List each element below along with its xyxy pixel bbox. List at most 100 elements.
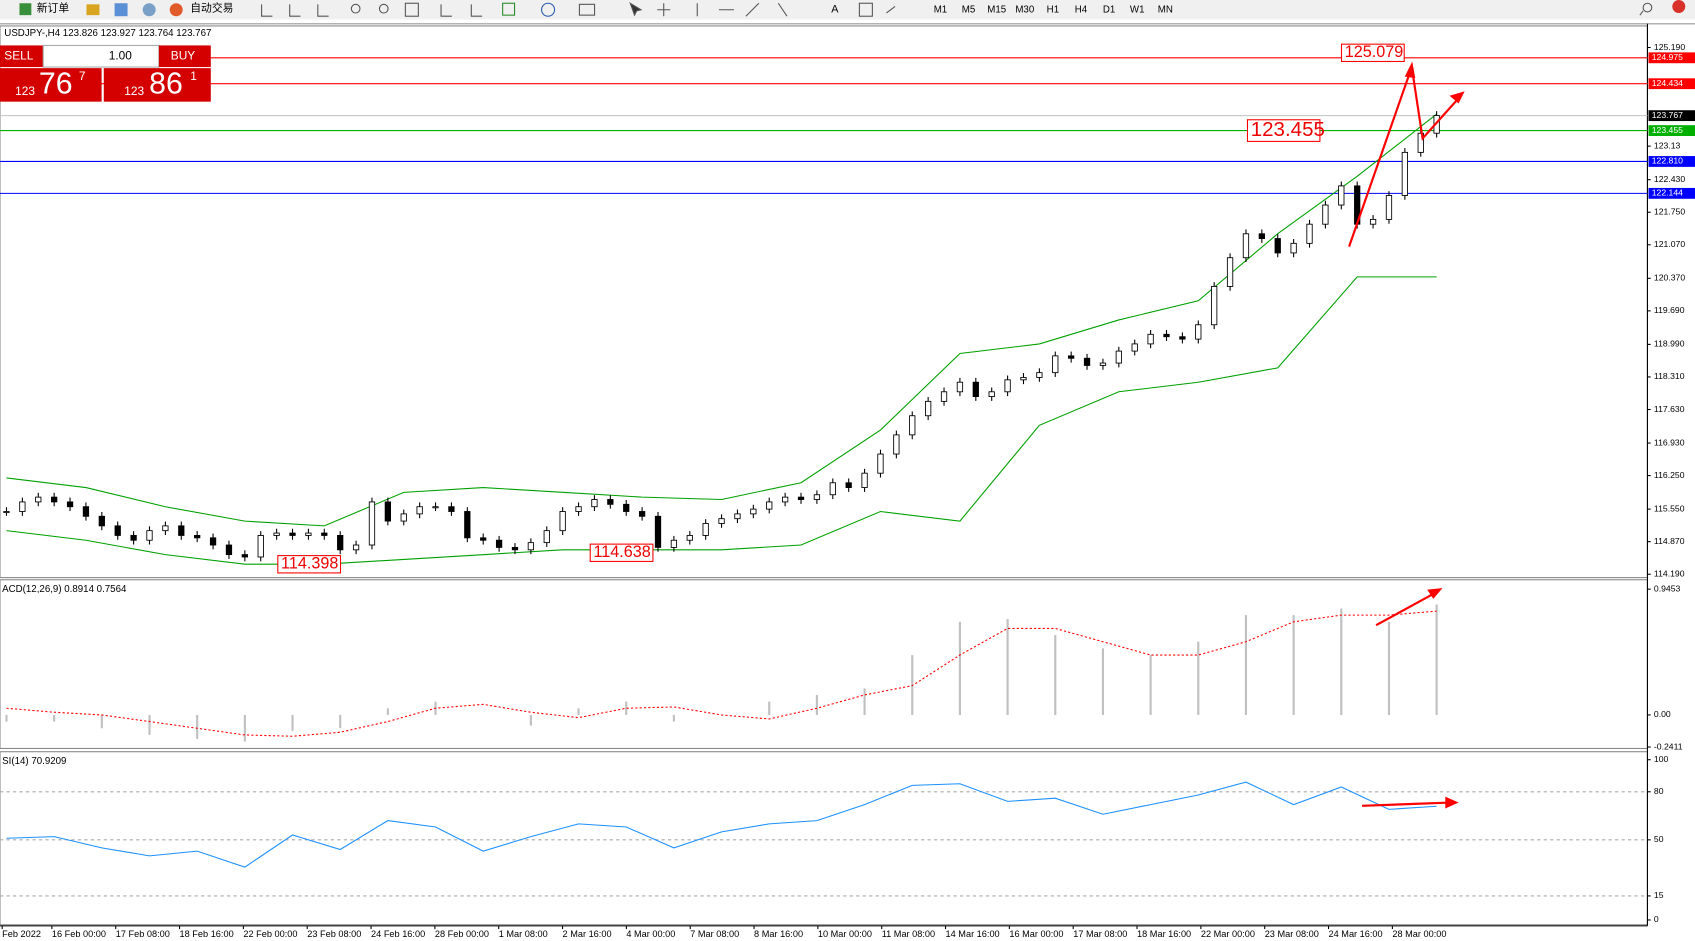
candle-body [766, 501, 773, 510]
candle-body [1052, 355, 1059, 374]
tools[interactable] [886, 6, 1644, 16]
candle-body [909, 415, 916, 436]
zoom-in[interactable] [350, 3, 361, 14]
candle-body [925, 400, 932, 417]
templates[interactable] [578, 3, 596, 16]
cursor[interactable] [629, 1, 643, 17]
x-tick-label: 28 Feb 00:00 [435, 929, 489, 939]
candle-body [1258, 233, 1265, 239]
x-tick-label: 8 Mar 16:00 [754, 929, 803, 939]
search[interactable] [1642, 2, 1653, 13]
candle-body [845, 482, 852, 488]
chart-area: USDJPY-,H4 123.826 123.927 123.764 123.7… [0, 23, 1695, 939]
arrow-head [1404, 61, 1416, 79]
chart-type-icons[interactable] [261, 4, 329, 17]
notifications[interactable] [1672, 0, 1686, 13]
buy-button[interactable] [158, 45, 211, 68]
x-tick-label: 16 Feb 00:00 [52, 929, 106, 939]
candle-body [956, 381, 964, 393]
sell-price-small: 7 [79, 69, 86, 83]
zoom-out[interactable] [378, 3, 389, 14]
timeframe[interactable]: M30 [1015, 4, 1034, 15]
line-tools[interactable] [696, 2, 788, 17]
y-tick-label: 0.00 [1654, 709, 1671, 719]
candle-body [209, 537, 217, 546]
sell-label[interactable]: SELL [4, 48, 33, 62]
y-tick-label: 116.930 [1654, 437, 1685, 447]
auto-trading-icon[interactable] [169, 3, 183, 17]
candle-body [368, 501, 376, 546]
candle-body [1036, 372, 1043, 378]
buy-price-big: 123 [124, 84, 144, 98]
new-order[interactable]: 新订单 [37, 1, 70, 15]
buy-label[interactable]: BUY [171, 48, 195, 62]
auto-trading[interactable]: 自动交易 [190, 1, 233, 15]
timeframe[interactable]: M1 [934, 4, 948, 15]
candle-body [384, 501, 391, 522]
candle-body [432, 506, 439, 509]
y-tick-label: 50 [1654, 834, 1664, 844]
volume[interactable]: 1.00 [109, 48, 133, 62]
y-tick-label: 0 [1654, 914, 1659, 924]
candle-body [988, 391, 995, 398]
timeframe[interactable]: H4 [1075, 4, 1088, 15]
bollinger-band [6, 113, 1437, 527]
candle-body [66, 501, 74, 508]
timeframe[interactable]: D1 [1103, 4, 1115, 15]
candle-body [940, 391, 948, 402]
candle-body [1322, 204, 1329, 225]
icon[interactable] [86, 4, 100, 16]
crosshair[interactable] [657, 3, 671, 17]
indicators[interactable] [502, 2, 516, 16]
chart-header: USDJPY-,H4 123.826 123.927 123.764 123.7… [4, 28, 211, 39]
icon[interactable] [114, 3, 128, 17]
level-box [1648, 110, 1695, 122]
buy-price-small: 1 [190, 69, 197, 83]
timeframe[interactable]: M5 [962, 4, 976, 15]
timeframe[interactable]: W1 [1130, 4, 1145, 15]
candle-body [273, 532, 280, 536]
candle-body [511, 546, 519, 551]
x-tick-label: 2 Mar 16:00 [563, 929, 612, 939]
sell-price-box[interactable] [0, 68, 102, 102]
trade-panel: SELL 1.00 BUY 123 76 7 123 86 1 [0, 44, 211, 102]
annotation: 125.079 [1345, 43, 1404, 61]
rsi-header: SI(14) 70.9209 [2, 756, 66, 767]
scroll-icons[interactable] [440, 4, 483, 17]
y-tick-label: 116.250 [1654, 470, 1685, 480]
buy-price-box[interactable] [103, 68, 211, 102]
candle-body [178, 525, 185, 536]
candle-body [670, 539, 678, 548]
text-tool[interactable]: A [831, 4, 839, 16]
candle-body [1401, 151, 1408, 196]
candle-body [686, 535, 693, 541]
candle-body [893, 434, 900, 455]
candle-body [289, 532, 296, 536]
label-tool[interactable] [858, 2, 873, 17]
y-tick-label: 125.190 [1654, 42, 1685, 52]
x-tick-label: 24 Mar 16:00 [1329, 929, 1383, 939]
new-order-icon[interactable] [19, 3, 32, 16]
sell-button[interactable] [0, 45, 44, 68]
candle-body [130, 535, 137, 541]
macd-arrow [1375, 591, 1437, 627]
timeframe[interactable]: H1 [1047, 4, 1059, 15]
volume-box[interactable] [42, 44, 160, 68]
annotation-box [277, 555, 342, 574]
candle-body [1131, 343, 1138, 352]
y-tick-label: 123.13 [1654, 140, 1681, 150]
timeframe[interactable]: M15 [987, 4, 1006, 15]
x-tick-label: 23 Mar 08:00 [1265, 929, 1319, 939]
timeframe[interactable]: MN [1158, 4, 1173, 15]
candle-body [1274, 238, 1281, 254]
candle-body [1195, 324, 1202, 340]
tile[interactable] [404, 2, 419, 17]
periods[interactable] [541, 2, 556, 17]
annotation: 114.638 [593, 543, 650, 561]
icon[interactable] [142, 3, 156, 17]
level-box [1648, 125, 1695, 136]
candle-body [1369, 218, 1377, 225]
candle-body [638, 511, 646, 517]
y-tick-label: -0.2411 [1654, 741, 1683, 751]
level-box [1648, 156, 1695, 167]
